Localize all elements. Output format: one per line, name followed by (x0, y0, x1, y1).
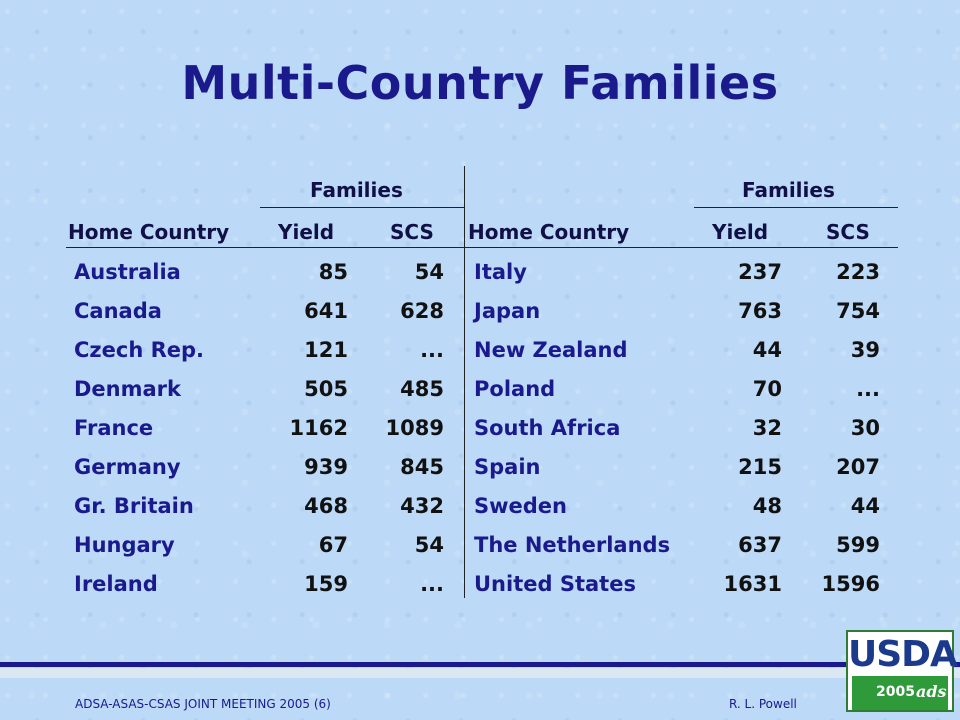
right-scs-cell: 599 (836, 533, 880, 557)
left-country-cell: Germany (74, 455, 181, 479)
table-row: Ireland 159... United States 1631 1596 (66, 564, 898, 604)
left-scs-cell: 485 (400, 377, 444, 401)
usda-logo-text: USDA (848, 634, 958, 675)
table-row: Canada 641 628 Japan 763 754 (66, 291, 898, 331)
left-country-header: Home Country (68, 220, 230, 244)
left-country-cell: Canada (74, 299, 162, 323)
footer-author-text: R. L. Powell (729, 697, 797, 711)
table-row: Denmark 505 485 Poland 70... (66, 369, 898, 409)
left-yield-cell: 121 (304, 338, 348, 362)
left-scs-cell: 845 (400, 455, 444, 479)
left-yield-cell: 468 (304, 494, 348, 518)
right-scs-cell: 30 (850, 416, 880, 440)
right-yield-cell: 48 (752, 494, 782, 518)
left-scs-cell: 1089 (385, 416, 444, 440)
right-scs-cell: 44 (850, 494, 880, 518)
right-group-underline (694, 207, 898, 208)
right-yield-cell: 637 (738, 533, 782, 557)
table-row: Hungary 67 54 The Netherlands 637 599 (66, 525, 898, 565)
table-row: Czech Rep. 121... New Zealand 44 39 (66, 330, 898, 370)
right-yield-cell: 44 (752, 338, 782, 362)
right-country-cell: Poland (474, 377, 556, 401)
right-scs-cell: ... (856, 377, 880, 401)
right-scs-header: SCS (826, 220, 870, 244)
right-country-cell: New Zealand (474, 338, 628, 362)
table-group-header-row: Families Families (66, 170, 898, 210)
table-divider (464, 166, 465, 598)
footer-meeting-text: ADSA-ASAS-CSAS JOINT MEETING 2005 (6) (75, 697, 331, 711)
right-scs-cell: 1596 (821, 572, 880, 596)
left-country-cell: Czech Rep. (74, 338, 205, 362)
left-scs-header: SCS (390, 220, 434, 244)
left-yield-cell: 1162 (289, 416, 348, 440)
right-yield-cell: 70 (752, 377, 782, 401)
left-scs-cell: 54 (414, 260, 444, 284)
slide-title: Multi-Country Families (181, 56, 779, 110)
right-group-header: Families (742, 178, 835, 202)
footer-bar-light (0, 668, 960, 678)
left-scs-cell: ... (420, 338, 444, 362)
table-row: Gr. Britain 468 432 Sweden 48 44 (66, 486, 898, 526)
left-yield-cell: 641 (304, 299, 348, 323)
left-yield-cell: 85 (318, 260, 348, 284)
left-yield-cell: 939 (304, 455, 348, 479)
right-yield-cell: 1631 (723, 572, 782, 596)
right-scs-cell: 223 (836, 260, 880, 284)
right-yield-cell: 237 (738, 260, 782, 284)
right-yield-cell: 32 (752, 416, 782, 440)
right-scs-cell: 207 (836, 455, 880, 479)
left-scs-cell: 628 (400, 299, 444, 323)
ads-logo-mark: ads (916, 682, 947, 701)
left-group-header: Families (310, 178, 403, 202)
left-scs-cell: 432 (400, 494, 444, 518)
left-yield-cell: 505 (304, 377, 348, 401)
right-country-cell: South Africa (474, 416, 621, 440)
left-country-cell: Australia (74, 260, 181, 284)
right-yield-cell: 763 (738, 299, 782, 323)
left-scs-cell: ... (420, 572, 444, 596)
right-yield-header: Yield (712, 220, 769, 244)
left-country-cell: Hungary (74, 533, 175, 557)
left-yield-cell: 67 (318, 533, 348, 557)
table-row: France 1162 1089 South Africa 32 30 (66, 408, 898, 448)
left-scs-cell: 54 (414, 533, 444, 557)
right-scs-cell: 39 (850, 338, 880, 362)
header-rule (66, 247, 898, 248)
right-country-cell: United States (474, 572, 636, 596)
right-country-cell: The Netherlands (474, 533, 671, 557)
table-row: Germany 939 845 Spain 215 207 (66, 447, 898, 487)
left-country-cell: France (74, 416, 154, 440)
left-group-underline (260, 207, 464, 208)
table-row: Australia 85 54 Italy 237 223 (66, 252, 898, 292)
logo-year: 2005 (876, 684, 915, 700)
footer-bar (0, 662, 960, 667)
left-country-cell: Ireland (74, 572, 158, 596)
right-scs-cell: 754 (836, 299, 880, 323)
right-country-header: Home Country (468, 220, 630, 244)
usda-logo: USDA 2005 ads (846, 630, 958, 712)
logo-green-band (852, 676, 948, 710)
right-country-cell: Italy (474, 260, 527, 284)
right-country-cell: Japan (474, 299, 541, 323)
right-yield-cell: 215 (738, 455, 782, 479)
left-yield-header: Yield (278, 220, 335, 244)
right-country-cell: Spain (474, 455, 541, 479)
left-country-cell: Gr. Britain (74, 494, 194, 518)
left-country-cell: Denmark (74, 377, 181, 401)
left-yield-cell: 159 (304, 572, 348, 596)
right-country-cell: Sweden (474, 494, 567, 518)
table-column-header-row: Home Country Yield SCS Home Country Yiel… (66, 212, 898, 252)
